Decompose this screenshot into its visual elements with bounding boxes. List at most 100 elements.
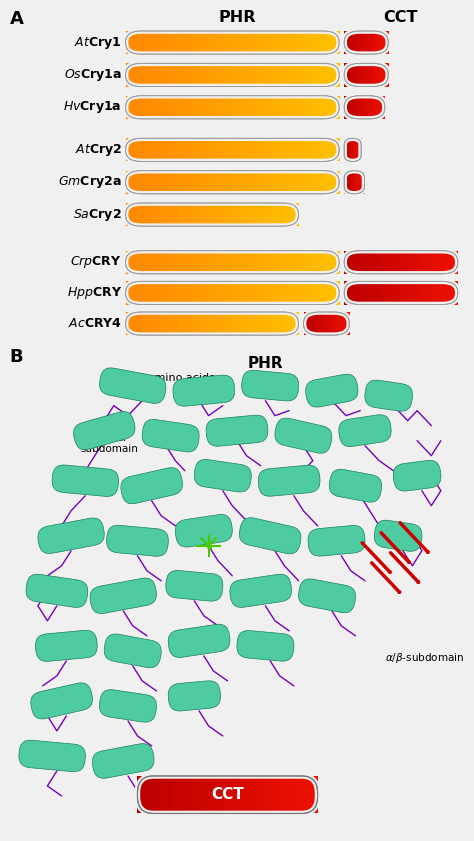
Bar <box>162 171 164 193</box>
Bar <box>330 282 333 304</box>
Bar <box>443 282 445 304</box>
Bar <box>347 31 348 54</box>
Bar <box>190 138 192 161</box>
Bar <box>190 171 192 193</box>
Bar <box>450 282 451 304</box>
Bar <box>283 63 286 87</box>
Bar <box>290 312 292 336</box>
Bar <box>305 251 308 274</box>
Bar <box>266 31 269 54</box>
Bar <box>241 138 244 161</box>
Bar <box>194 63 197 87</box>
Bar <box>175 96 177 119</box>
Bar <box>286 282 288 304</box>
Bar <box>388 63 389 87</box>
Bar <box>346 251 348 274</box>
Bar <box>345 171 346 193</box>
Bar <box>308 312 309 336</box>
Bar <box>372 96 373 119</box>
Bar <box>351 96 352 119</box>
Bar <box>360 138 361 161</box>
Bar <box>128 251 130 274</box>
Bar <box>207 31 210 54</box>
Bar <box>198 138 201 161</box>
Bar <box>389 251 390 274</box>
Bar <box>313 31 316 54</box>
Bar <box>374 96 375 119</box>
Bar <box>126 203 128 226</box>
Text: $\mathit{At}$Cry1: $\mathit{At}$Cry1 <box>74 34 122 50</box>
Bar <box>139 776 142 813</box>
Bar <box>190 282 192 304</box>
Bar <box>425 251 427 274</box>
Bar <box>243 282 246 304</box>
Bar <box>211 63 214 87</box>
Bar <box>260 312 263 336</box>
Bar <box>355 31 356 54</box>
Bar <box>294 138 297 161</box>
Bar <box>386 251 388 274</box>
Bar <box>207 282 210 304</box>
Bar <box>292 31 295 54</box>
Bar <box>417 251 419 274</box>
Bar <box>362 96 363 119</box>
Bar <box>323 312 324 336</box>
Bar <box>427 282 428 304</box>
Bar <box>337 31 339 54</box>
Bar <box>202 96 205 119</box>
Bar <box>367 282 368 304</box>
Bar <box>216 312 218 336</box>
Bar <box>352 282 354 304</box>
Bar <box>365 96 366 119</box>
Bar <box>194 282 197 304</box>
Bar <box>429 251 431 274</box>
Bar <box>262 171 265 193</box>
Bar <box>275 96 278 119</box>
Bar <box>280 776 282 813</box>
Bar <box>138 312 140 336</box>
Bar <box>328 138 331 161</box>
Bar <box>205 251 207 274</box>
Bar <box>353 31 354 54</box>
Bar <box>260 63 263 87</box>
Bar <box>141 96 143 119</box>
Bar <box>168 251 171 274</box>
Bar <box>428 282 430 304</box>
Bar <box>311 282 314 304</box>
Bar <box>130 251 133 274</box>
Bar <box>408 251 410 274</box>
Bar <box>257 312 259 336</box>
Bar <box>320 171 322 193</box>
Bar <box>176 203 178 226</box>
Bar <box>303 96 305 119</box>
Bar <box>295 203 297 226</box>
Bar <box>421 251 423 274</box>
Bar <box>359 138 360 161</box>
Bar <box>362 171 363 193</box>
Bar <box>162 96 164 119</box>
Bar <box>254 203 255 226</box>
Bar <box>160 63 163 87</box>
Bar <box>160 312 163 336</box>
Bar <box>151 171 154 193</box>
FancyBboxPatch shape <box>194 459 251 492</box>
Bar <box>367 31 368 54</box>
Bar <box>316 63 318 87</box>
Bar <box>340 312 341 336</box>
Bar <box>262 282 265 304</box>
Bar <box>188 96 190 119</box>
Bar <box>335 63 337 87</box>
Bar <box>426 251 428 274</box>
Bar <box>368 96 369 119</box>
Bar <box>312 312 313 336</box>
Bar <box>239 251 241 274</box>
Bar <box>330 63 333 87</box>
Bar <box>314 312 315 336</box>
Bar <box>307 776 309 813</box>
Bar <box>228 251 231 274</box>
Bar <box>315 312 316 336</box>
Bar <box>186 312 188 336</box>
Bar <box>211 282 214 304</box>
Bar <box>379 31 380 54</box>
Bar <box>158 171 160 193</box>
